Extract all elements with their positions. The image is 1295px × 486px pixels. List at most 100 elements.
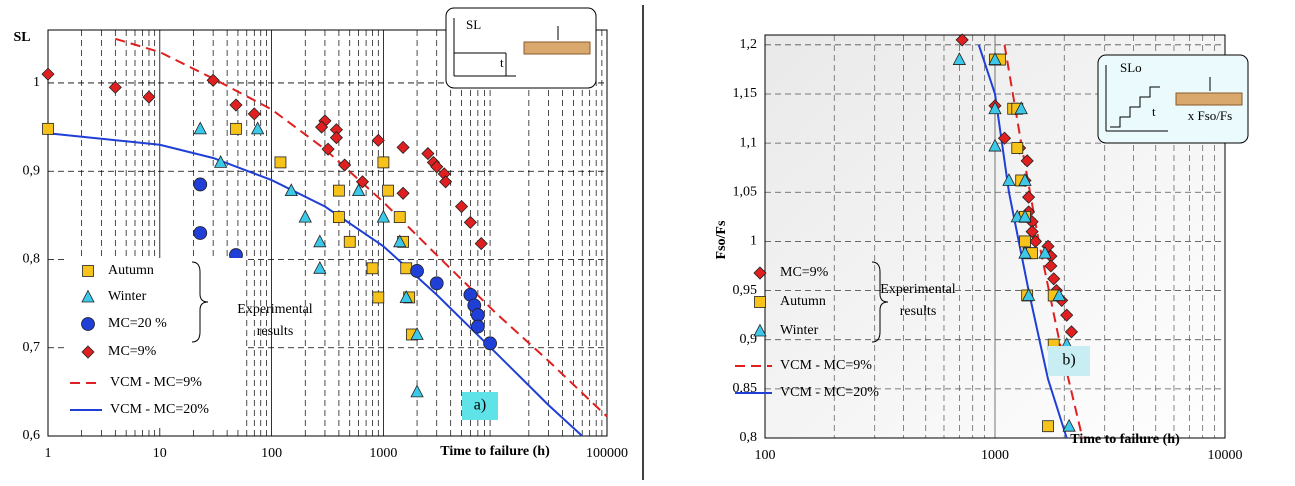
marker-diamond	[108, 80, 122, 94]
marker-diamond	[463, 215, 477, 229]
marker-diamond	[321, 142, 335, 156]
marker-square	[343, 235, 356, 248]
marker-square	[366, 262, 379, 275]
marker-triangle	[313, 260, 327, 274]
x-axis-title: Time to failure (h)	[1070, 432, 1180, 447]
marker-square	[274, 156, 287, 169]
marker-circle	[470, 308, 485, 322]
marker-square	[1019, 235, 1031, 248]
marker-triangle	[250, 121, 265, 135]
marker-diamond	[1020, 154, 1034, 168]
y-tick-label: 1,1	[740, 135, 758, 150]
inset-label: SLo	[1120, 60, 1142, 75]
marker-diamond	[955, 33, 969, 47]
panel-label-box	[462, 392, 498, 420]
marker-diamond	[338, 158, 352, 172]
marker-circle	[81, 317, 95, 331]
marker-triangle	[1038, 245, 1052, 259]
marker-triangle	[81, 289, 95, 303]
panel-label-box	[1048, 346, 1090, 376]
legend-label: VCM - MC=20%	[110, 402, 209, 417]
marker-diamond	[355, 175, 370, 189]
legend-label: VCM - MC=9%	[110, 375, 202, 390]
marker-diamond	[396, 186, 410, 200]
marker-diamond	[1047, 272, 1061, 286]
x-tick-label: 100000	[586, 446, 628, 461]
legend-label: VCM - MC=20%	[780, 385, 879, 400]
plot-frame	[47, 29, 608, 437]
marker-diamond	[1064, 325, 1079, 339]
marker-triangle	[1018, 209, 1032, 223]
marker-triangle	[351, 183, 366, 197]
inset-label: t	[1152, 104, 1156, 119]
x-tick-label: 100	[755, 448, 776, 463]
marker-square	[82, 265, 94, 277]
legend-label: MC=9%	[780, 265, 829, 280]
marker-square	[333, 211, 345, 224]
marker-square	[42, 122, 54, 135]
marker-triangle	[410, 327, 424, 340]
inset-beam	[1175, 92, 1243, 106]
marker-diamond	[41, 67, 55, 81]
legend-label: MC=20 %	[108, 316, 167, 331]
marker-square	[393, 211, 406, 224]
brace	[871, 261, 889, 343]
y-tick-label: 1	[33, 75, 40, 90]
y-tick-label: 0,95	[733, 283, 758, 298]
marker-diamond	[753, 266, 767, 280]
marker-square	[754, 296, 766, 308]
marker-diamond	[206, 73, 220, 87]
y-axis-title: SL	[13, 30, 30, 45]
series-line	[977, 44, 1068, 439]
y-tick-label: 0,9	[740, 332, 758, 347]
inset-label: t	[500, 55, 504, 70]
marker-triangle	[376, 209, 391, 223]
panel-label: b)	[1062, 352, 1075, 369]
y-tick-label: 1,2	[740, 37, 758, 52]
y-tick-label: 0,8	[23, 252, 41, 267]
y-tick-label: 1,05	[733, 184, 758, 199]
marker-triangle	[988, 138, 1002, 152]
marker-triangle	[410, 384, 424, 398]
marker-triangle	[193, 121, 207, 135]
marker-diamond	[1044, 259, 1058, 273]
marker-diamond	[997, 131, 1012, 145]
marker-triangle	[284, 183, 298, 197]
y-tick-label: 0,9	[23, 163, 41, 178]
inset-label: SL	[466, 17, 481, 32]
marker-diamond	[371, 133, 385, 147]
y-tick-label: 1,15	[733, 86, 758, 101]
marker-triangle	[988, 52, 1002, 65]
marker-square	[1042, 420, 1054, 433]
marker-triangle	[393, 234, 407, 248]
marker-triangle	[298, 209, 312, 223]
marker-circle	[483, 336, 497, 351]
marker-diamond	[81, 345, 95, 359]
marker-diamond	[1022, 190, 1036, 204]
y-tick-label: 0,6	[23, 428, 41, 443]
marker-diamond	[329, 131, 343, 145]
marker-triangle	[1018, 245, 1032, 259]
x-tick-label: 1000	[981, 448, 1009, 463]
marker-circle	[429, 276, 444, 291]
legend-box	[68, 258, 246, 428]
marker-square	[230, 122, 242, 135]
legend-label: MC=9%	[108, 344, 157, 359]
annotation: Experimental	[880, 282, 956, 297]
marker-diamond	[142, 90, 156, 104]
x-tick-label: 100	[261, 446, 282, 461]
marker-triangle	[313, 234, 327, 248]
marker-diamond	[1025, 225, 1039, 239]
marker-diamond	[421, 146, 435, 161]
x-tick-label: 10	[153, 446, 167, 461]
marker-diamond	[439, 175, 453, 189]
series-line	[47, 132, 583, 437]
inset-label: x Fso/Fs	[1188, 108, 1232, 123]
marker-triangle	[1021, 288, 1036, 301]
marker-diamond	[315, 120, 329, 134]
series-line	[115, 37, 608, 418]
marker-circle	[193, 177, 208, 192]
marker-square	[382, 184, 394, 197]
y-axis-title: Fso/Fs	[714, 220, 729, 259]
